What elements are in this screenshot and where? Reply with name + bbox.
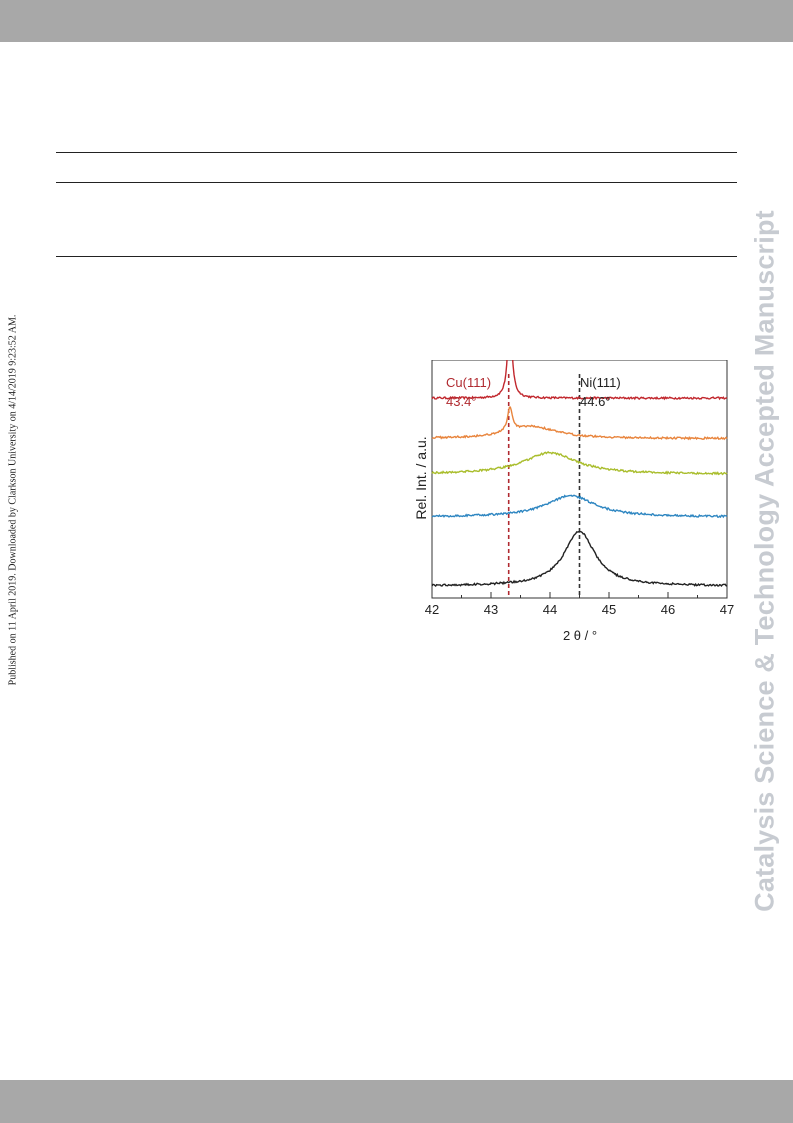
series-line-3 <box>431 451 728 476</box>
series-line-2 <box>431 406 728 441</box>
x-tick-label: 44 <box>543 602 557 617</box>
ni-peak-label: Ni(111) <box>580 375 621 390</box>
x-tick-label: 46 <box>661 602 675 617</box>
bottom-banner <box>0 1080 793 1123</box>
y-axis-label: Rel. Int. / a.u. <box>413 436 429 519</box>
series-line-5 <box>431 530 728 588</box>
table-bottom-rule <box>56 256 737 257</box>
table-header-rule <box>56 182 737 183</box>
series-line-4 <box>431 494 728 519</box>
publication-note-text: Published on 11 April 2019. Downloaded b… <box>7 314 19 686</box>
cu-peak-value: 43.4° <box>446 394 477 409</box>
x-tick-label: 43 <box>484 602 498 617</box>
ni-peak-value: 44.6° <box>580 394 611 409</box>
x-tick-label: 47 <box>720 602 734 617</box>
x-ticks: 42 43 44 45 46 47 <box>425 592 734 617</box>
top-banner <box>0 0 793 42</box>
x-axis-label: 2 θ / ° <box>563 628 597 643</box>
series-lines <box>431 360 728 588</box>
journal-watermark-text: Catalysis Science & Technology Accepted … <box>749 210 780 912</box>
x-tick-label: 45 <box>602 602 616 617</box>
table-top-rule <box>56 152 737 153</box>
cu-peak-label: Cu(111) <box>446 375 491 390</box>
x-tick-label: 42 <box>425 602 439 617</box>
series-line-1 <box>431 360 728 401</box>
reference-lines <box>507 374 581 598</box>
xrd-chart: 42 43 44 45 46 47 Rel. Int. / a.u. 2 θ / ° Cu… <box>413 360 734 643</box>
